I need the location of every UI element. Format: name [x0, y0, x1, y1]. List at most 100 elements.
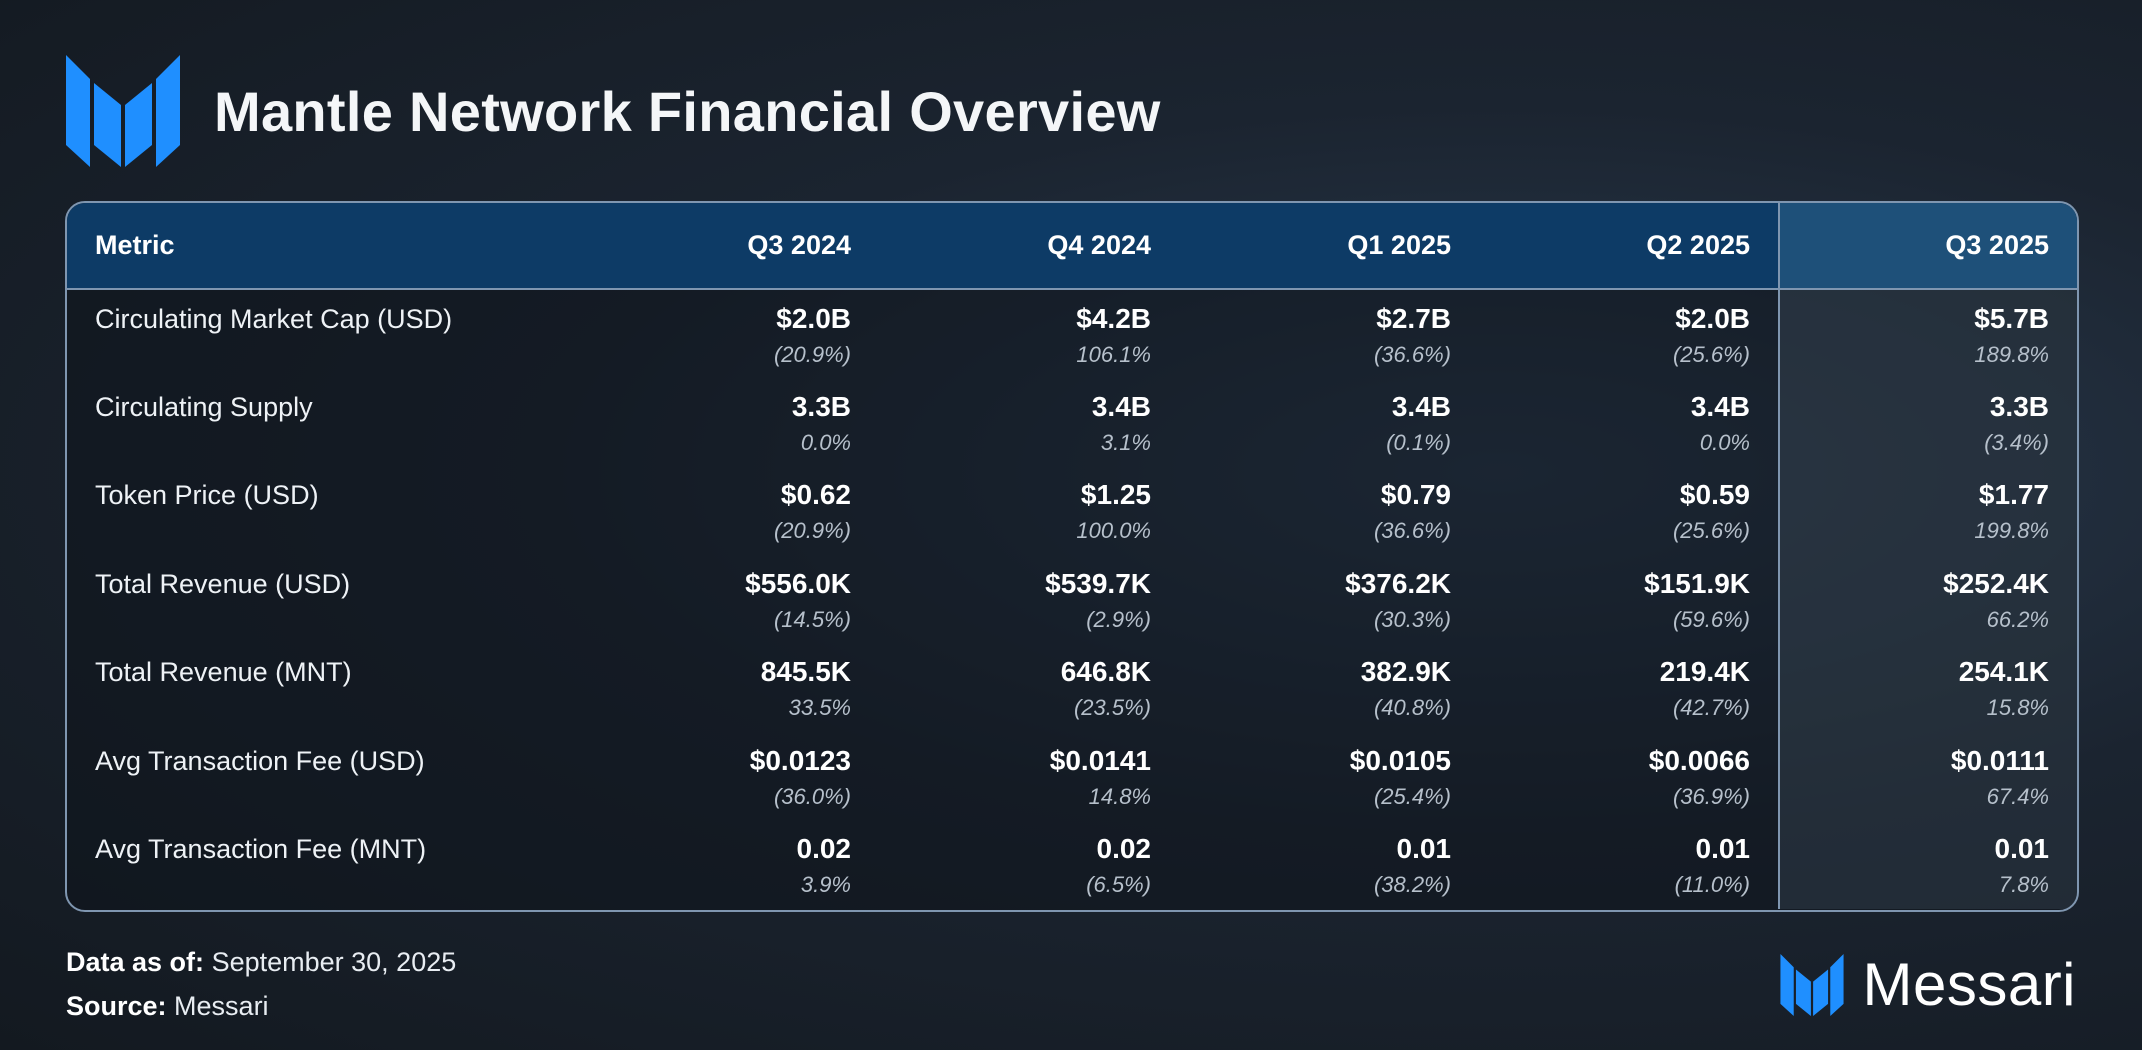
cell-value: 0.02 — [796, 833, 852, 864]
cell-value: $0.0105 — [1349, 744, 1451, 776]
cell-value: $2.0B — [776, 303, 851, 334]
value-cell: 845.5K 33.5% — [579, 643, 879, 732]
value-cell: $376.2K (30.3%) — [1179, 555, 1479, 644]
cell-change: 0.0% — [800, 429, 851, 455]
cell-value: $539.7K — [1045, 567, 1151, 599]
cell-change: 33.5% — [788, 695, 851, 720]
cell-change: 189.8% — [1974, 342, 2049, 367]
data-as-of-value: September 30, 2025 — [211, 947, 457, 977]
cell-change: (6.5%) — [1086, 872, 1151, 897]
cell-change: (0.1%) — [1386, 429, 1451, 455]
metric-label: Total Revenue (USD) — [95, 568, 351, 599]
value-cell: 382.9K (40.8%) — [1179, 643, 1479, 732]
value-cell: 0.01 7.8% — [1778, 820, 2077, 909]
cell-value: 0.01 — [1994, 833, 2050, 864]
cell-value: $0.59 — [1679, 479, 1750, 510]
page-title: Mantle Network Financial Overview — [214, 79, 1161, 143]
table-row: Avg Transaction Fee (MNT) 0.02 3.9% 0.02 (6.… — [67, 820, 2077, 909]
value-cell: $0.59 (25.6%) — [1479, 466, 1779, 555]
cell-value: $0.0066 — [1648, 744, 1750, 776]
cell-value: 3.3B — [791, 390, 851, 422]
cell-value: 3.4B — [1091, 390, 1151, 422]
value-cell: $151.9K (59.6%) — [1479, 555, 1779, 644]
value-cell: $1.25 100.0% — [879, 466, 1179, 555]
cell-value: 646.8K — [1060, 656, 1151, 687]
cell-value: 0.02 — [1096, 833, 1152, 864]
value-cell: $2.0B (20.9%) — [579, 289, 879, 378]
metric-label: Circulating Supply — [95, 391, 313, 422]
metric-label: Circulating Market Cap (USD) — [95, 304, 453, 334]
column-header-q4-2024: Q4 2024 — [1047, 230, 1151, 260]
data-as-of: Data as of: September 30, 2025 — [66, 940, 456, 984]
metric-cell: Total Revenue (MNT) — [67, 643, 579, 732]
metric-cell: Token Price (USD) — [67, 466, 579, 555]
value-cell: $0.0141 14.8% — [879, 732, 1179, 821]
messari-logo-icon — [66, 55, 180, 167]
table-row: Circulating Market Cap (USD) $2.0B (20.9%)… — [67, 289, 2077, 378]
value-cell: 3.3B 0.0% — [579, 378, 879, 467]
metric-cell: Circulating Supply — [67, 378, 579, 467]
cell-value: $4.2B — [1076, 303, 1151, 334]
source-note: Source: Messari — [66, 984, 456, 1028]
cell-change: 14.8% — [1088, 783, 1151, 809]
value-cell: $252.4K 66.2% — [1778, 554, 2077, 643]
cell-value: 3.3B — [1989, 390, 2049, 422]
cell-change: (25.6%) — [1672, 342, 1750, 367]
cell-value: 254.1K — [1958, 656, 2049, 687]
financial-table: Metric Q3 2024 Q4 2024 Q1 2025 Q2 2025 Q… — [65, 201, 2079, 912]
table-row: Circulating Supply 3.3B 0.0% 3.4B 3.1% 3.4B (0… — [67, 377, 2077, 467]
value-cell: $2.0B (25.6%) — [1479, 289, 1779, 378]
cell-change: (23.5%) — [1073, 695, 1151, 720]
source-label: Source: — [66, 991, 167, 1021]
cell-change: 67.4% — [1986, 783, 2049, 809]
column-header-metric: Metric — [95, 230, 175, 260]
footer-notes: Data as of: September 30, 2025 Source: M… — [66, 940, 456, 1028]
source-value: Messari — [174, 991, 269, 1021]
metric-label: Token Price (USD) — [95, 480, 319, 510]
data-as-of-label: Data as of: — [66, 947, 205, 977]
cell-change: 15.8% — [1986, 695, 2049, 720]
value-cell: $4.2B 106.1% — [879, 289, 1179, 378]
cell-value: $0.79 — [1380, 479, 1451, 510]
cell-change: 0.0% — [1699, 429, 1750, 455]
cell-change: 7.8% — [1998, 872, 2049, 897]
value-cell: 219.4K (42.7%) — [1479, 643, 1779, 732]
value-cell: 0.01 (11.0%) — [1479, 820, 1779, 909]
cell-change: 3.9% — [800, 872, 851, 897]
cell-change: (38.2%) — [1373, 872, 1451, 897]
cell-change: 106.1% — [1076, 342, 1151, 367]
cell-value: $252.4K — [1943, 567, 2049, 599]
cell-change: (3.4%) — [1984, 429, 2049, 455]
cell-change: 100.0% — [1076, 518, 1151, 543]
value-cell: $0.79 (36.6%) — [1179, 466, 1479, 555]
cell-value: $0.62 — [780, 479, 851, 510]
column-header-q3-2024: Q3 2024 — [747, 230, 851, 260]
cell-value: 3.4B — [1391, 390, 1451, 422]
value-cell: $539.7K (2.9%) — [879, 555, 1179, 644]
page-header: Mantle Network Financial Overview — [66, 55, 1161, 167]
cell-value: $0.0123 — [749, 744, 851, 776]
cell-value: $0.0111 — [1950, 744, 2049, 776]
cell-value: $2.0B — [1675, 303, 1750, 334]
column-header-q3-2025: Q3 2025 — [1778, 203, 2077, 289]
metric-label: Avg Transaction Fee (MNT) — [95, 834, 427, 864]
value-cell: $0.62 (20.9%) — [579, 466, 879, 555]
cell-value: 219.4K — [1659, 656, 1750, 687]
cell-value: $0.0141 — [1049, 744, 1151, 776]
value-cell: 3.4B 0.0% — [1479, 378, 1779, 467]
cell-change: (25.4%) — [1373, 783, 1451, 809]
metric-label: Avg Transaction Fee (USD) — [95, 745, 425, 776]
cell-value: 3.4B — [1690, 390, 1750, 422]
cell-value: $556.0K — [745, 567, 851, 599]
cell-value: $376.2K — [1345, 567, 1451, 599]
cell-value: $151.9K — [1644, 567, 1750, 599]
value-cell: $0.0123 (36.0%) — [579, 732, 879, 821]
table-row: Total Revenue (USD) $556.0K (14.5%) $539.7K… — [67, 554, 2077, 644]
table-row: Total Revenue (MNT) 845.5K 33.5% 646.8K (23.… — [67, 643, 2077, 732]
cell-change: (36.6%) — [1373, 518, 1451, 543]
table-header-row: Metric Q3 2024 Q4 2024 Q1 2025 Q2 2025 Q… — [67, 203, 2077, 289]
cell-value: 382.9K — [1360, 656, 1451, 687]
value-cell: $0.0111 67.4% — [1778, 731, 2077, 820]
metric-cell: Avg Transaction Fee (MNT) — [67, 820, 579, 909]
value-cell: 254.1K 15.8% — [1778, 643, 2077, 732]
